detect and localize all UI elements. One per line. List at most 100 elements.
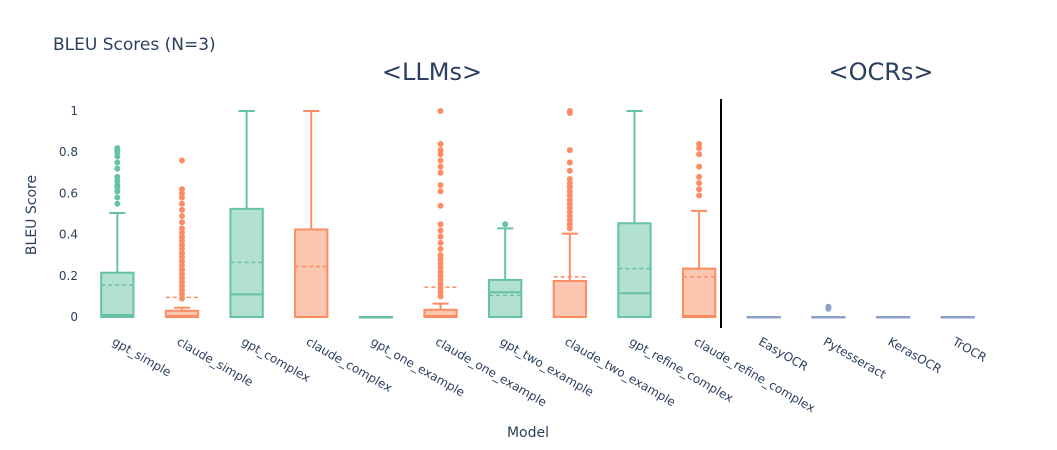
outlier-point: [437, 147, 444, 154]
box-iqr: [488, 278, 523, 319]
outlier-point: [696, 163, 703, 170]
outlier-point: [696, 180, 703, 187]
outlier-point: [178, 213, 185, 220]
outlier-point: [437, 260, 444, 267]
outlier-point: [566, 217, 573, 224]
outlier-point: [114, 145, 121, 152]
box-claude_two_example: [552, 108, 587, 319]
outlier-point: [178, 241, 185, 248]
outlier-point: [437, 281, 444, 288]
box-iqr: [423, 308, 458, 319]
outlier-point: [566, 225, 573, 232]
outlier-point: [696, 192, 703, 199]
box-iqr: [164, 309, 200, 319]
outlier-point: [114, 188, 121, 195]
outlier-point: [114, 200, 121, 207]
outlier-point: [178, 157, 185, 164]
outlier-point: [437, 264, 444, 271]
outlier-point: [178, 219, 185, 226]
x-tick-label: gpt_refine_complex: [627, 334, 736, 405]
outlier-point: [178, 190, 185, 197]
box-claude_refine_complex: [681, 140, 717, 318]
outlier-point: [566, 204, 573, 211]
outlier-point: [437, 233, 444, 240]
outlier-point: [114, 194, 121, 201]
box-claude_simple: [164, 157, 200, 319]
outlier-point: [566, 208, 573, 215]
outlier-point: [114, 173, 121, 180]
outlier-point: [566, 196, 573, 203]
outlier-point: [178, 291, 185, 298]
outlier-point: [696, 145, 703, 152]
group-label-ocrs: <OCRs>: [828, 58, 933, 86]
outlier-point: [437, 289, 444, 296]
outlier-point: [437, 272, 444, 279]
y-tick-label: 0.2: [59, 269, 78, 283]
outlier-point: [437, 293, 444, 300]
outlier-point: [178, 278, 185, 285]
group-label-llms: <LLMs>: [382, 58, 482, 86]
y-tick-label: 0.4: [59, 228, 78, 242]
outlier-point: [178, 246, 185, 253]
outlier-point: [437, 182, 444, 189]
outlier-point: [178, 283, 185, 290]
box-KerasOCR: [875, 316, 911, 319]
outlier-point: [566, 221, 573, 228]
box-gpt_complex: [229, 110, 264, 319]
outlier-point: [437, 256, 444, 263]
outlier-point: [566, 184, 573, 191]
outlier-point: [437, 108, 444, 114]
outlier-point: [437, 188, 444, 195]
box-iqr: [552, 279, 587, 319]
outlier-point: [566, 213, 573, 220]
box-Pytesseract: [811, 303, 846, 319]
outlier-point: [437, 239, 444, 246]
outlier-point: [114, 159, 121, 166]
box-gpt_two_example: [488, 221, 523, 319]
outlier-point: [178, 233, 185, 240]
box-iqr: [100, 271, 135, 318]
outlier-point: [437, 227, 444, 234]
outlier-point: [114, 178, 121, 185]
outlier-point: [114, 153, 121, 160]
outlier-point: [437, 202, 444, 209]
outlier-point: [566, 180, 573, 187]
outlier-point: [696, 151, 703, 158]
outlier-point: [437, 285, 444, 292]
outlier-point: [178, 287, 185, 294]
outlier-point: [437, 252, 444, 259]
box-gpt_simple: [100, 145, 135, 318]
outlier-point: [178, 266, 185, 273]
outlier-point: [437, 169, 444, 176]
outlier-point: [178, 186, 185, 193]
outlier-point: [178, 225, 185, 232]
y-axis-title: BLEU Score: [24, 175, 40, 255]
outlier-point: [566, 175, 573, 182]
x-axis-title: Model: [507, 425, 549, 441]
x-tick-label: gpt_simple: [110, 334, 174, 379]
y-axis: 0 0.2 0.4 0.6 0.8 1: [59, 104, 78, 324]
y-tick-label: 0: [70, 310, 78, 324]
box-iqr: [681, 267, 717, 318]
outlier-point: [178, 295, 185, 302]
x-tick-label: claude_refine_complex: [692, 334, 818, 415]
outlier-point: [178, 270, 185, 277]
x-tick-label: claude_one_example: [433, 334, 549, 409]
outlier-point: [437, 268, 444, 275]
x-tick-label: EasyOCR: [756, 334, 810, 373]
outlier-point: [566, 159, 573, 166]
x-tick-label: claude_two_example: [562, 334, 678, 409]
y-tick-label: 0.8: [59, 145, 78, 159]
outlier-point: [178, 274, 185, 281]
y-tick-label: 0.6: [59, 186, 78, 200]
outlier-point: [178, 200, 185, 207]
outlier-point: [502, 221, 509, 228]
chart-title: BLEU Scores (N=3): [53, 35, 216, 55]
outlier-point: [566, 200, 573, 207]
outlier-point: [696, 140, 703, 147]
outlier-point: [114, 165, 121, 172]
outlier-point: [566, 108, 573, 114]
outlier-point: [178, 237, 185, 244]
outlier-point: [696, 173, 703, 180]
